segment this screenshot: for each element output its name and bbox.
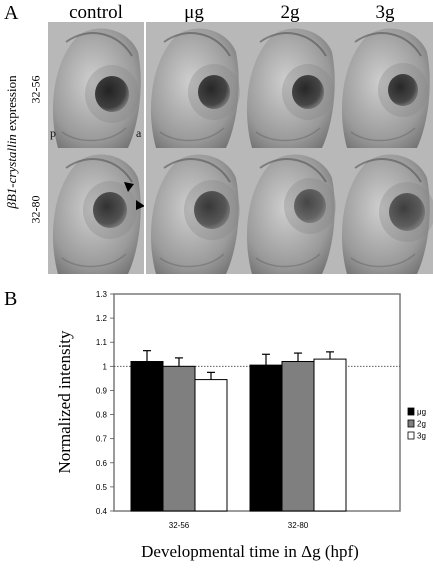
micrograph-r2-c4 bbox=[337, 148, 433, 274]
x-tick-label: 32-56 bbox=[169, 521, 190, 530]
y-tick-label: 0.6 bbox=[96, 459, 108, 468]
micrograph-r2-c3 bbox=[242, 148, 338, 274]
bar-2g-32-80 bbox=[281, 361, 315, 512]
column-label-control: control bbox=[69, 2, 123, 23]
orientation-anterior: a bbox=[136, 126, 142, 140]
micrograph-r1-c2 bbox=[146, 22, 242, 148]
arrowhead-markers bbox=[48, 148, 145, 279]
y-tick-label: 1 bbox=[103, 362, 108, 371]
y-tick-label: 1.1 bbox=[96, 338, 108, 347]
x-tick-label: 32-80 bbox=[288, 521, 309, 530]
bar-3g-32-56 bbox=[194, 379, 228, 512]
micrograph-r2-c2 bbox=[146, 148, 242, 274]
x-axis-title: Developmental time in Δg (hpf) bbox=[141, 542, 359, 561]
y-tick-label: 0.4 bbox=[96, 507, 108, 516]
micrograph-r2-c1 bbox=[48, 148, 144, 274]
orientation-posterior: p bbox=[50, 126, 56, 140]
legend-label: 2g bbox=[417, 420, 426, 429]
column-label-3g: 3g bbox=[375, 2, 395, 23]
micrograph-r1-c4 bbox=[337, 22, 433, 148]
panel-a-letter: A bbox=[4, 2, 19, 24]
panel-b-letter: B bbox=[4, 288, 18, 310]
y-tick-label: 0.5 bbox=[96, 483, 108, 492]
legend-swatch bbox=[407, 431, 415, 440]
y-tick-label: 1.3 bbox=[96, 290, 108, 299]
legend-label: μg bbox=[417, 408, 426, 417]
micrograph-r1-c1 bbox=[48, 22, 144, 148]
bar-2g-32-56 bbox=[162, 365, 196, 512]
legend-label: 3g bbox=[417, 432, 426, 441]
y-tick-label: 0.7 bbox=[96, 435, 108, 444]
micrograph-r1-c3 bbox=[242, 22, 338, 148]
y-tick-label: 0.8 bbox=[96, 411, 108, 420]
legend-swatch bbox=[407, 407, 415, 416]
bar-3g-32-80 bbox=[313, 358, 347, 512]
legend-swatch bbox=[407, 419, 415, 428]
bar-μg-32-56 bbox=[130, 361, 164, 512]
column-label-2g: 2g bbox=[280, 2, 300, 23]
bar-μg-32-80 bbox=[249, 364, 283, 512]
y-tick-label: 0.9 bbox=[96, 386, 108, 395]
y-tick-label: 1.2 bbox=[96, 314, 108, 323]
column-label-microgravity: μg bbox=[184, 2, 204, 23]
